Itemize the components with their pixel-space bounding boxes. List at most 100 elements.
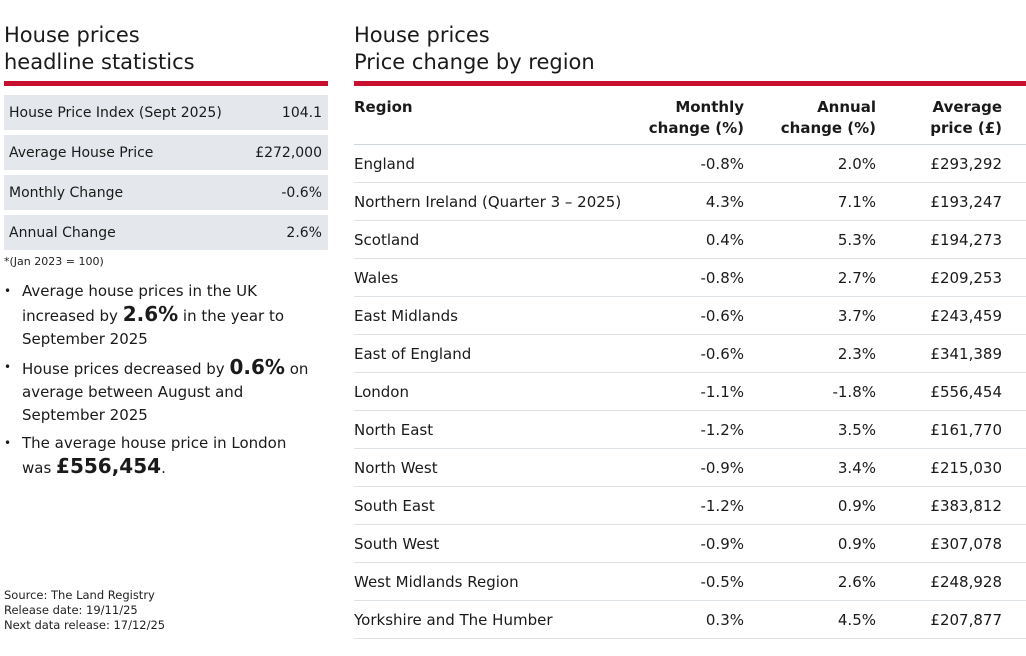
cell-region: Yorkshire and The Humber [354, 600, 644, 639]
regions-table-body: England -0.8% 2.0% £293,292 Northern Ireland… [354, 144, 1026, 639]
table-row: West Midlands Region -0.5% 2.6% £248,928 [354, 562, 1026, 601]
table-row: East of England -0.6% 2.3% £341,389 [354, 334, 1026, 373]
release-date: Release date: 19/11/25 [4, 603, 138, 617]
stat-value: £272,000 [255, 144, 322, 161]
regions-title: House prices Price change by region [354, 23, 595, 74]
cell-region: South West [354, 524, 644, 563]
column-header-annual: Annual change (%) [744, 92, 876, 145]
cell-region: East Midlands [354, 296, 644, 335]
key-point: House prices decreased by 0.6% on averag… [4, 356, 312, 427]
cell-region: Wales [354, 258, 644, 297]
table-row: North East -1.2% 3.5% £161,770 [354, 410, 1026, 449]
source-info: Source: The Land Registry Release date: … [4, 588, 165, 633]
cell-monthly: 4.3% [644, 182, 744, 221]
table-row: East Midlands -0.6% 3.7% £243,459 [354, 296, 1026, 335]
stat-value: -0.6% [281, 184, 322, 201]
cell-annual: 2.7% [744, 258, 876, 297]
cell-region: England [354, 144, 644, 183]
cell-price: £209,253 [876, 258, 1026, 297]
cell-price: £193,247 [876, 182, 1026, 221]
key-point: Average house prices in the UK increased… [4, 280, 312, 351]
headline-divider [4, 81, 328, 86]
cell-monthly: 0.3% [644, 600, 744, 639]
cell-monthly: -0.5% [644, 562, 744, 601]
cell-price: £194,273 [876, 220, 1026, 259]
stat-label: Annual Change [9, 224, 116, 241]
cell-monthly: -1.1% [644, 372, 744, 411]
regions-divider [354, 81, 1026, 86]
next-release: Next data release: 17/12/25 [4, 618, 166, 632]
cell-annual: 2.3% [744, 334, 876, 373]
cell-annual: 5.3% [744, 220, 876, 259]
cell-region: Scotland [354, 220, 644, 259]
headline-panel: House prices headline statistics House P… [4, 22, 328, 485]
cell-annual: 2.6% [744, 562, 876, 601]
cell-price: £161,770 [876, 410, 1026, 449]
cell-price: £383,812 [876, 486, 1026, 525]
cell-annual: 3.5% [744, 410, 876, 449]
stat-row-hpi: House Price Index (Sept 2025) 104.1 [4, 95, 328, 130]
cell-monthly: -0.6% [644, 334, 744, 373]
cell-price: £307,078 [876, 524, 1026, 563]
cell-monthly: -1.2% [644, 410, 744, 449]
cell-monthly: -0.8% [644, 144, 744, 183]
table-row: South West -0.9% 0.9% £307,078 [354, 524, 1026, 563]
cell-annual: 3.7% [744, 296, 876, 335]
cell-price: £215,030 [876, 448, 1026, 487]
index-footnote: *(Jan 2023 = 100) [4, 255, 104, 268]
cell-monthly: -0.6% [644, 296, 744, 335]
key-point: The average house price in London was £5… [4, 432, 312, 480]
cell-monthly: -0.9% [644, 448, 744, 487]
cell-monthly: -1.2% [644, 486, 744, 525]
cell-region: North West [354, 448, 644, 487]
cell-price: £293,292 [876, 144, 1026, 183]
column-header-region: Region [354, 92, 644, 145]
source-text: Source: The Land Registry [4, 588, 155, 602]
stat-label: Average House Price [9, 144, 154, 161]
column-header-monthly: Monthly change (%) [644, 92, 744, 145]
cell-price: £243,459 [876, 296, 1026, 335]
cell-annual: 2.0% [744, 144, 876, 183]
cell-monthly: 0.4% [644, 220, 744, 259]
regions-table: Region Monthly change (%) Annual change … [354, 92, 1026, 639]
cell-region: London [354, 372, 644, 411]
table-row: Yorkshire and The Humber 0.3% 4.5% £207,877 [354, 600, 1026, 639]
stat-value: 104.1 [281, 104, 322, 121]
cell-annual: 7.1% [744, 182, 876, 221]
table-row: South East -1.2% 0.9% £383,812 [354, 486, 1026, 525]
cell-monthly: -0.8% [644, 258, 744, 297]
key-points-list: Average house prices in the UK increased… [4, 280, 328, 480]
cell-price: £207,877 [876, 600, 1026, 639]
table-header-row: Region Monthly change (%) Annual change … [354, 92, 1026, 145]
cell-annual: 0.9% [744, 486, 876, 525]
cell-annual: 0.9% [744, 524, 876, 563]
cell-monthly: -0.9% [644, 524, 744, 563]
table-row: Scotland 0.4% 5.3% £194,273 [354, 220, 1026, 259]
cell-region: East of England [354, 334, 644, 373]
cell-region: North East [354, 410, 644, 449]
cell-price: £556,454 [876, 372, 1026, 411]
table-row: London -1.1% -1.8% £556,454 [354, 372, 1026, 411]
headline-title: House prices headline statistics [4, 23, 195, 74]
stat-list: House Price Index (Sept 2025) 104.1 Aver… [4, 95, 328, 250]
cell-annual: 4.5% [744, 600, 876, 639]
table-row: Wales -0.8% 2.7% £209,253 [354, 258, 1026, 297]
cell-region: Northern Ireland (Quarter 3 – 2025) [354, 182, 644, 221]
stat-label: House Price Index (Sept 2025) [9, 104, 222, 121]
regions-panel: House prices Price change by region Regi… [354, 22, 1026, 639]
stat-row-annual-change: Annual Change 2.6% [4, 215, 328, 250]
table-row: North West -0.9% 3.4% £215,030 [354, 448, 1026, 487]
cell-price: £248,928 [876, 562, 1026, 601]
stat-label: Monthly Change [9, 184, 124, 201]
cell-annual: 3.4% [744, 448, 876, 487]
cell-region: West Midlands Region [354, 562, 644, 601]
cell-price: £341,389 [876, 334, 1026, 373]
column-header-price: Average price (£) [876, 92, 1026, 145]
stat-row-monthly-change: Monthly Change -0.6% [4, 175, 328, 210]
cell-annual: -1.8% [744, 372, 876, 411]
table-row: England -0.8% 2.0% £293,292 [354, 144, 1026, 183]
stat-row-average-price: Average House Price £272,000 [4, 135, 328, 170]
table-row: Northern Ireland (Quarter 3 – 2025) 4.3% 7… [354, 182, 1026, 221]
cell-region: South East [354, 486, 644, 525]
stat-value: 2.6% [286, 224, 322, 241]
